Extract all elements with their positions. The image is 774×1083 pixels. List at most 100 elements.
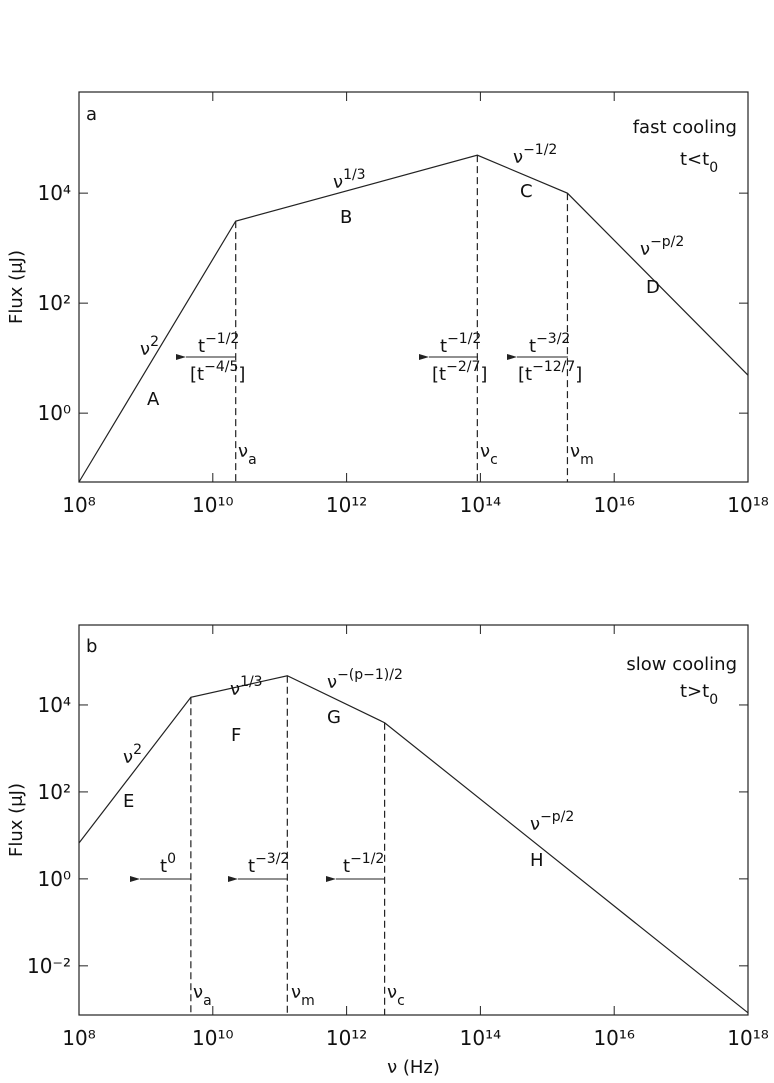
annotation-part: D	[646, 277, 660, 298]
annotation-part: H	[530, 850, 544, 871]
annotation: t−3/2	[248, 851, 289, 877]
annotation: [t−4/5]	[190, 359, 245, 385]
y-tick-label: 10⁻²	[27, 954, 71, 978]
annotation: t−3/2	[529, 331, 570, 357]
annotation-part: ν	[530, 814, 540, 835]
annotation-part: ν	[230, 679, 240, 700]
plot-frame	[78, 624, 749, 1016]
y-tick-label: 10⁰	[38, 401, 71, 425]
annotation: slow cooling	[626, 654, 737, 675]
annotation-part: −1/2	[350, 851, 384, 867]
annotation-part: t	[198, 336, 205, 357]
annotation: t>t0	[680, 681, 718, 708]
annotation-part: t>t	[680, 681, 709, 702]
annotation-part: ]	[575, 364, 582, 385]
annotation: ν−p/2	[530, 809, 574, 835]
x-tick-label: 10¹⁸	[727, 493, 768, 517]
annotation-part: [t	[518, 364, 532, 385]
annotation-part: t	[440, 336, 447, 357]
annotation-part: ν	[193, 982, 203, 1003]
spectrum-line	[78, 154, 749, 483]
annotation: F	[231, 725, 241, 746]
annotation-part: −(p−1)/2	[337, 667, 403, 683]
annotation-part: m	[580, 452, 594, 468]
annotation-part: B	[340, 207, 352, 228]
annotation-part: t	[160, 856, 167, 877]
annotation: ν1/3	[230, 674, 263, 700]
annotation-part: ν	[570, 441, 580, 462]
annotation-part: [t	[190, 364, 204, 385]
annotation-part: −p/2	[650, 234, 684, 250]
annotation-part: ν	[123, 747, 133, 768]
annotation: νa	[238, 441, 257, 468]
annotation-part: 1/3	[343, 167, 366, 183]
annotation-part: fast cooling	[633, 117, 737, 138]
x-tick-label: 10¹⁶	[593, 1026, 634, 1050]
annotation: [t−12/7]	[518, 359, 582, 385]
annotation-part: ]	[480, 364, 487, 385]
annotation-part: 1/3	[240, 674, 263, 690]
x-tick-label: 10¹²	[326, 1026, 367, 1050]
annotation-part: 0	[709, 692, 718, 708]
x-tick-label: 10¹⁴	[460, 493, 501, 517]
annotation: ν2	[140, 334, 159, 360]
annotation-part: 2	[150, 334, 159, 350]
annotation-part: −12/7	[532, 359, 575, 375]
annotation: D	[646, 277, 660, 298]
annotation-part: t	[343, 856, 350, 877]
annotation: A	[147, 389, 160, 410]
annotation-part: −1/2	[205, 331, 239, 347]
annotation-part: a	[248, 452, 257, 468]
annotation-part: ν	[640, 239, 650, 260]
annotation-part: t	[529, 336, 536, 357]
annotation-part: C	[520, 181, 533, 202]
annotation-part: −3/2	[536, 331, 570, 347]
annotation: νc	[387, 982, 405, 1009]
annotation: νa	[193, 982, 212, 1009]
annotation-part: c	[490, 452, 498, 468]
annotation: C	[520, 181, 533, 202]
panel-label: a	[86, 104, 97, 125]
annotation: ν−1/2	[513, 142, 557, 168]
x-tick-label: 10¹²	[326, 493, 367, 517]
annotation-part: −1/2	[523, 142, 557, 158]
annotation-part: ν	[387, 982, 397, 1003]
annotation-part: ν	[238, 441, 248, 462]
x-axis-label: ν (Hz)	[387, 1057, 440, 1078]
x-tick-label: 10⁸	[62, 493, 95, 517]
annotation-part: 2	[133, 742, 142, 758]
annotation-part: −1/2	[447, 331, 481, 347]
annotation-part: ]	[238, 364, 245, 385]
annotation: νm	[291, 982, 315, 1009]
annotation: t−1/2	[198, 331, 239, 357]
y-tick-label: 10⁴	[38, 693, 71, 717]
annotation: G	[327, 707, 341, 728]
annotation-part: E	[123, 791, 134, 812]
x-tick-label: 10¹⁰	[192, 1026, 233, 1050]
panel: b 10⁸ 10¹⁰ 10¹² 10¹⁴ 10¹⁶ 10¹⁸ 10⁻² 10⁰ 10² 10⁴ Flu…	[6, 624, 769, 1078]
x-tick-label: 10⁸	[62, 1026, 95, 1050]
annotation-part: ν	[480, 441, 490, 462]
annotation-part: t	[248, 856, 255, 877]
annotation-part: A	[147, 389, 160, 410]
panel-label: b	[86, 636, 97, 657]
annotation: E	[123, 791, 134, 812]
panel: a 10⁸ 10¹⁰ 10¹² 10¹⁴ 10¹⁶ 10¹⁸ 10⁰ 10² 10⁴ Flux (μ…	[6, 91, 769, 517]
annotation: νc	[480, 441, 498, 468]
x-tick-label: 10¹⁶	[593, 493, 634, 517]
annotation-part: G	[327, 707, 341, 728]
annotation: [t−2/7]	[432, 359, 487, 385]
annotation: t−1/2	[343, 851, 384, 877]
x-tick-label: 10¹⁸	[727, 1026, 768, 1050]
annotation: t0	[160, 851, 176, 877]
annotation-part: 0	[709, 160, 718, 176]
annotation-part: t<t	[680, 149, 709, 170]
y-tick-label: 10²	[38, 291, 71, 315]
annotation-part: ν	[291, 982, 301, 1003]
x-tick-label: 10¹⁰	[192, 493, 233, 517]
annotation: fast cooling	[633, 117, 737, 138]
annotation-part: −4/5	[204, 359, 238, 375]
annotation-part: slow cooling	[626, 654, 737, 675]
